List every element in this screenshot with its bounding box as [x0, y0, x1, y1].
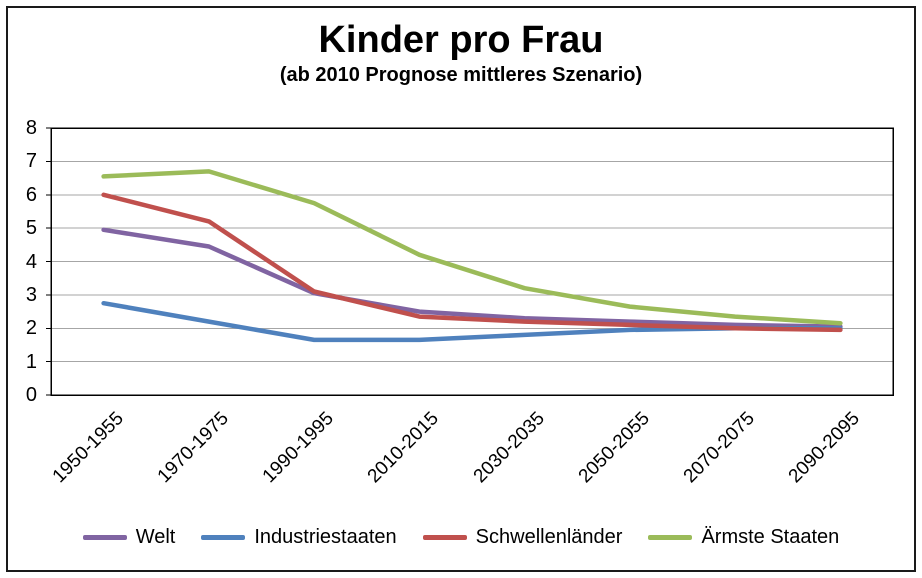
legend-label: Welt: [135, 526, 176, 548]
legend-line-swatch: [82, 535, 127, 540]
x-tick-label: 2070-2075: [679, 408, 759, 488]
x-tick-label: 1990-1995: [258, 408, 338, 488]
chart-title: Kinder pro Frau: [318, 19, 604, 61]
x-tick-label: 2030-2035: [469, 408, 549, 488]
series-line-schwellenl-nder: [101, 192, 843, 333]
legend-line-swatch: [648, 535, 693, 540]
x-tick-label: 2010-2015: [364, 408, 444, 488]
chart-subtitle: (ab 2010 Prognose mittleres Szenario): [279, 63, 643, 86]
chart-legend: Welt Industriestaaten Schwellenländer Ärmst…: [8, 526, 914, 549]
legend-line-swatch: [201, 535, 246, 540]
y-tick-label: 1: [25, 350, 37, 373]
chart-header: Kinder pro Frau (ab 2010 Prognose mittle…: [8, 19, 914, 87]
y-tick-label: 3: [25, 283, 37, 306]
plot-area: [46, 127, 894, 396]
y-tick-label: 5: [25, 217, 37, 240]
legend-label: Industriestaaten: [254, 526, 397, 548]
legend-label: Ärmste Staaten: [701, 526, 840, 548]
y-tick-label: 4: [25, 250, 37, 273]
series-line-industriestaaten: [101, 300, 843, 343]
legend-line-swatch: [422, 535, 467, 540]
y-tick-label: 2: [25, 317, 37, 340]
x-axis-labels: 1950-1955 1970-1975 1990-1995 2010-2015 2030…: [48, 408, 893, 513]
y-tick-label: 6: [25, 183, 37, 206]
legend-item-schwellenl-nder: Schwellenländer: [422, 526, 623, 549]
y-tick-label: 0: [25, 384, 37, 406]
series-line--rmste-staaten: [101, 169, 843, 326]
y-axis-labels: 0 1 2 3 4 5 6 7 8: [8, 117, 43, 406]
legend-label: Schwellenländer: [475, 526, 623, 548]
legend-item-welt: Welt: [82, 526, 176, 549]
series-line-welt: [101, 227, 843, 329]
legend-item-industriestaaten: Industriestaaten: [201, 526, 397, 549]
y-tick-label: 7: [25, 150, 37, 173]
x-tick-label: 1970-1975: [153, 408, 233, 488]
x-tick-label: 2050-2055: [574, 408, 654, 488]
plot-border: [50, 127, 894, 396]
x-tick-label: 1950-1955: [48, 408, 128, 488]
chart-frame: Kinder pro Frau (ab 2010 Prognose mittle…: [6, 6, 916, 572]
legend-item--rmste-staaten: Ärmste Staaten: [648, 526, 839, 549]
x-tick-label: 2090-2095: [785, 408, 865, 488]
line-chart-plot: [46, 127, 894, 396]
y-tick-label: 8: [25, 117, 37, 139]
